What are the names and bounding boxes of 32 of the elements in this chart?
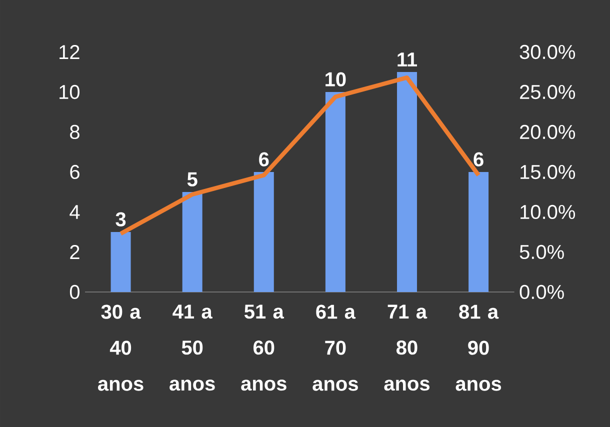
data-label: 3 [116,212,126,226]
y-tick-label: 6 [70,164,80,180]
bar [325,92,346,292]
category-label: 41 a 50 anos [170,304,215,391]
y2-tick-label: 20.0% [520,124,576,140]
bar [396,72,417,292]
category-label: 51 a 60 anos [241,304,286,391]
y2-tick-label: 5.0% [520,244,564,260]
category-label: 71 a 80 anos [384,304,430,391]
bar [110,232,131,292]
y2-tick-label: 25.0% [520,84,576,100]
y-tick-label: 4 [70,205,80,219]
data-label: 11 [398,52,418,66]
category-label: 30 a 40 anos [98,304,144,391]
y2-tick-label: 30.0% [520,44,576,60]
y2-tick-label: 15.0% [520,164,576,180]
y-tick-label: 10 [60,84,80,100]
data-label: 5 [187,172,198,186]
y-tick-label: 12 [60,45,80,59]
category-label: 61 a 70 anos [312,304,358,391]
y-tick-label: 8 [70,124,80,140]
y2-tick-label: 10.0% [520,204,576,220]
category-label: 81 a 90 anos [456,304,502,391]
data-label: 6 [259,152,269,166]
bar [182,192,202,292]
data-label: 10 [326,72,346,86]
y-tick-label: 2 [70,245,80,259]
y2-tick-label: 0.0% [520,284,564,300]
bar [254,172,274,292]
data-label: 6 [474,152,484,166]
bar [468,172,489,292]
y-tick-label: 0 [70,284,80,300]
